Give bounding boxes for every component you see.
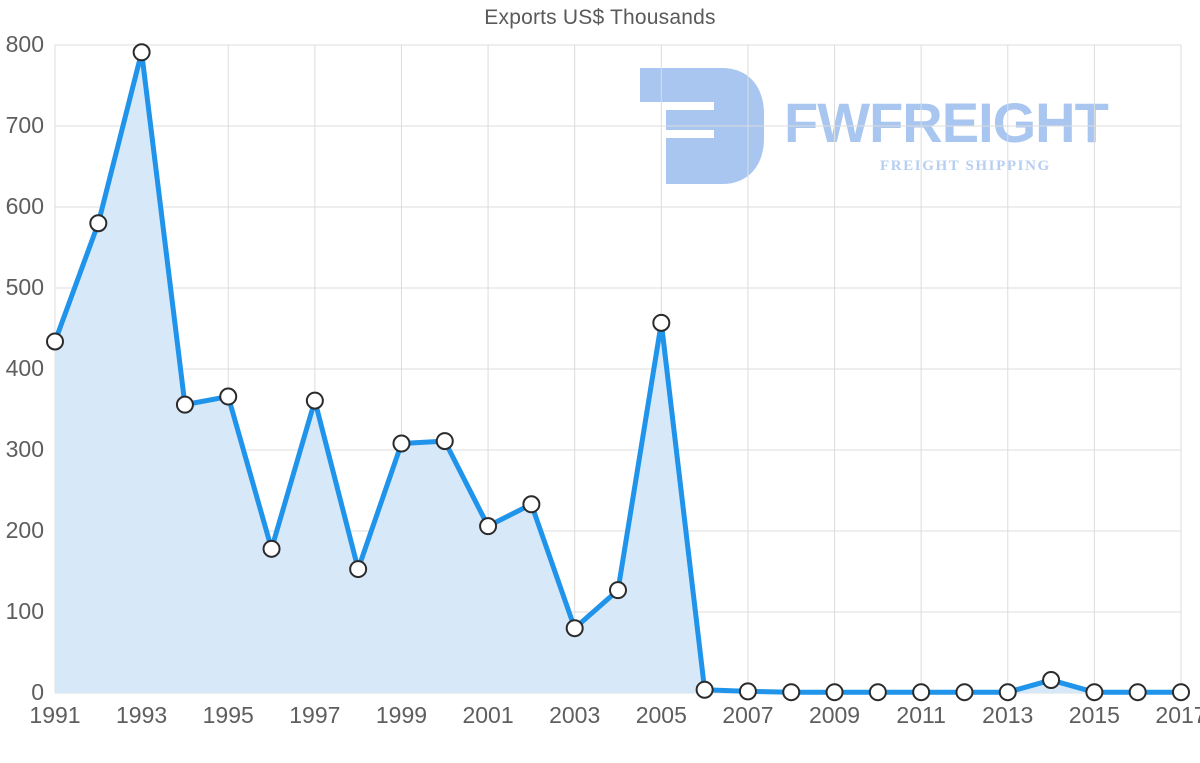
chart-title: Exports US$ Thousands (484, 6, 716, 29)
y-axis-tick-label: 500 (5, 274, 44, 300)
x-axis-tick-label: 2011 (896, 702, 946, 728)
x-axis-tick-label: 2013 (982, 702, 1034, 728)
data-point-marker[interactable] (738, 682, 757, 701)
data-point-marker[interactable] (695, 680, 714, 699)
y-axis-tick-label: 200 (5, 517, 44, 543)
data-point-marker[interactable] (1085, 683, 1104, 702)
data-point-marker[interactable] (652, 313, 671, 332)
data-point-marker[interactable] (1172, 683, 1190, 702)
data-point-marker[interactable] (955, 683, 974, 702)
data-point-marker[interactable] (392, 434, 411, 453)
data-point-marker[interactable] (1042, 671, 1061, 690)
data-point-marker[interactable] (349, 560, 368, 579)
area-fill (55, 52, 1181, 694)
y-axis-tick-label: 600 (5, 193, 44, 219)
y-axis-tick-label: 700 (5, 112, 44, 138)
x-axis-tick-label: 2005 (635, 702, 687, 728)
data-point-marker[interactable] (609, 581, 627, 600)
data-point-marker[interactable] (998, 683, 1017, 702)
data-point-marker[interactable] (1128, 683, 1147, 702)
x-axis-tick-label: 2003 (549, 702, 601, 728)
data-point-marker[interactable] (782, 683, 801, 702)
data-point-marker[interactable] (825, 683, 844, 702)
area-fill-path (55, 52, 1181, 694)
y-axis-tick-label: 0 (31, 679, 44, 705)
y-axis-tick-label: 800 (5, 31, 44, 57)
data-point-marker[interactable] (565, 619, 584, 638)
y-axis-tick-label: 300 (5, 436, 44, 462)
x-axis-tick-label: 1995 (202, 702, 254, 728)
x-axis-tick-label: 2001 (462, 702, 514, 728)
x-axis-tick-label: 1999 (375, 702, 428, 728)
y-axis-tick-label: 400 (5, 355, 44, 381)
series-markers (46, 43, 1190, 702)
x-axis-tick-label: 1997 (289, 702, 341, 728)
data-point-marker[interactable] (262, 539, 281, 558)
x-axis-tick-label: 2007 (722, 702, 774, 728)
x-axis-tick-label: 2009 (808, 702, 861, 728)
data-point-marker[interactable] (46, 332, 64, 351)
data-point-marker[interactable] (132, 43, 151, 62)
x-axis-tick-label: 1991 (29, 702, 81, 728)
data-point-marker[interactable] (479, 517, 498, 536)
data-point-marker[interactable] (868, 683, 887, 702)
data-point-marker[interactable] (305, 391, 324, 410)
x-axis-tick-label: 2015 (1068, 702, 1120, 728)
data-point-marker[interactable] (435, 432, 454, 451)
data-point-marker[interactable] (89, 214, 108, 233)
y-axis-tick-label: 100 (5, 598, 44, 624)
data-point-marker[interactable] (175, 395, 194, 414)
data-point-marker[interactable] (912, 683, 931, 702)
data-point-marker[interactable] (522, 495, 541, 514)
x-axis-tick-label: 1993 (116, 702, 168, 728)
x-axis-tick-label: 2017 (1155, 702, 1200, 728)
data-point-marker[interactable] (219, 387, 238, 406)
